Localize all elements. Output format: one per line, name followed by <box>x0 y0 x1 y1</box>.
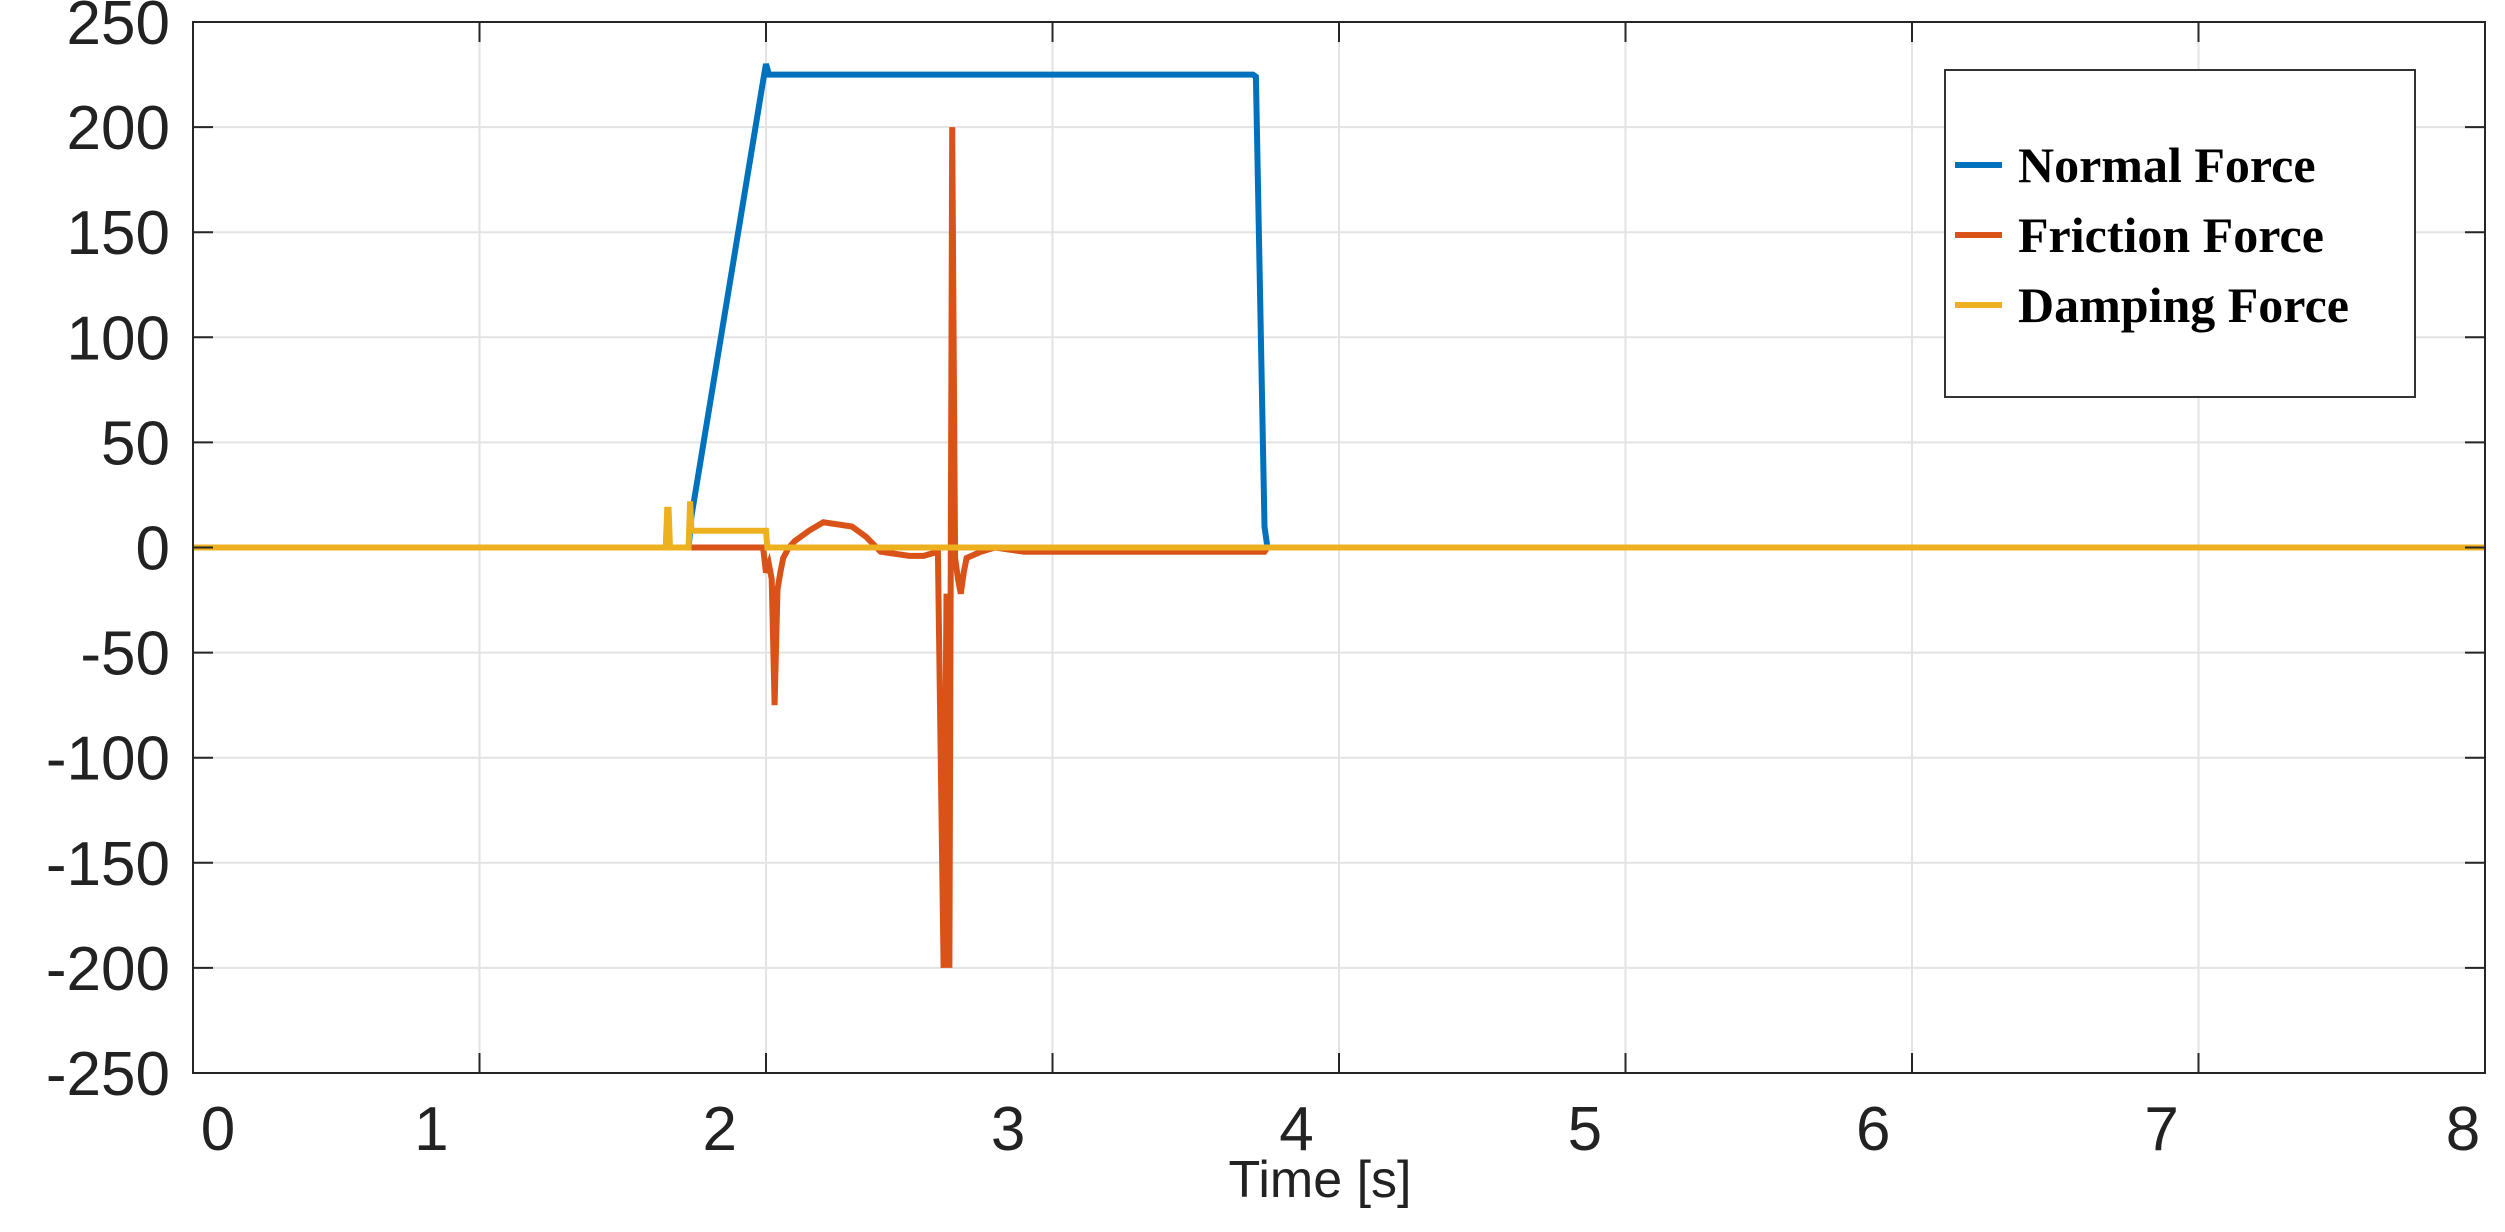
y-tick-label: 50 <box>101 409 170 478</box>
y-tick-label: -100 <box>46 725 170 794</box>
series-line-damping-force <box>193 501 2485 551</box>
y-tick-label: -250 <box>46 1040 170 1109</box>
legend-label-friction-force: Friction Force <box>2018 207 2324 263</box>
legend-label-normal-force: Normal Force <box>2018 137 2316 193</box>
x-tick-label: 2 <box>703 1095 737 1164</box>
legend: Normal Force Friction Force Damping Force <box>1944 69 2416 398</box>
y-tick-label: 250 <box>67 0 170 58</box>
x-tick-label: 7 <box>2144 1095 2178 1164</box>
y-tick-label: 100 <box>67 304 170 373</box>
x-tick-label: 8 <box>2446 1095 2480 1164</box>
x-axis-label: Time [s] <box>1229 1151 1412 1209</box>
x-tick-label: 0 <box>201 1095 235 1164</box>
legend-label-damping-force: Damping Force <box>2018 277 2349 333</box>
legend-items: Normal Force Friction Force Damping Force <box>1955 137 2349 333</box>
x-tick-label: 6 <box>1856 1095 1890 1164</box>
y-tick-label: -150 <box>46 830 170 899</box>
x-tick-label: 3 <box>991 1095 1025 1164</box>
y-tick-label: 150 <box>67 199 170 268</box>
x-tick-label: 4 <box>1279 1095 1313 1164</box>
x-tick-labels: 0 1 2 3 4 5 6 7 8 <box>201 1095 2480 1164</box>
y-tick-labels: 250 200 150 100 50 0 -50 -100 -150 -200 -250 <box>46 0 170 1109</box>
series-layer <box>193 63 2485 968</box>
y-tick-label: 0 <box>136 515 170 584</box>
legend-box <box>1944 69 2416 398</box>
y-tick-label: 200 <box>67 94 170 163</box>
x-tick-label: 5 <box>1568 1095 1602 1164</box>
ticks <box>192 21 2486 1074</box>
y-tick-label: -200 <box>46 935 170 1004</box>
y-tick-label: -50 <box>80 620 170 689</box>
x-tick-label: 1 <box>414 1095 448 1164</box>
